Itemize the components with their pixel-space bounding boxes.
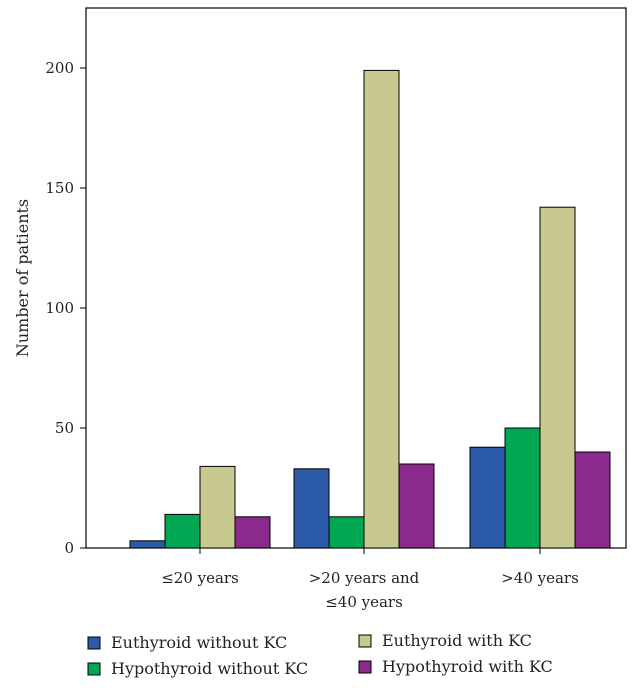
legend-label: Euthyroid without KC: [111, 633, 287, 652]
legend-swatch: [358, 660, 372, 674]
y-tick-label: 0: [64, 539, 74, 557]
legend-label: Euthyroid with KC: [382, 631, 532, 650]
y-tick-label: 50: [55, 419, 74, 437]
bars: [129, 69, 611, 549]
bar: [363, 69, 400, 549]
bar: [328, 516, 365, 549]
bar: [539, 206, 576, 549]
y-tick-label: 200: [45, 59, 74, 77]
legend-swatch: [87, 636, 101, 650]
bar: [234, 516, 271, 549]
bar: [199, 465, 236, 549]
y-axis: 0 50 100 150 200: [45, 59, 86, 557]
y-tick-label: 150: [45, 179, 74, 197]
legend-label: Hypothyroid without KC: [111, 659, 308, 678]
legend-label: Hypothyroid with KC: [382, 657, 553, 676]
y-tick-label: 100: [45, 299, 74, 317]
bar: [129, 540, 166, 549]
x-category-label: ≤40 years: [325, 593, 403, 611]
legend-swatch: [358, 634, 372, 648]
bar: [164, 513, 201, 549]
bar: [469, 446, 506, 549]
x-category-label: ≤20 years: [161, 569, 239, 587]
x-category-label: >20 years and: [309, 569, 420, 587]
x-category-label: >40 years: [501, 569, 579, 587]
legend-swatch: [87, 662, 101, 676]
bar: [293, 468, 330, 549]
y-axis-title: Number of patients: [13, 199, 32, 357]
bar: [574, 451, 611, 549]
bar: [504, 427, 541, 549]
x-axis: ≤20 years >20 years and ≤40 years >40 years: [161, 548, 579, 611]
bar: [398, 463, 435, 549]
legend: Euthyroid without KC Hypothyroid without …: [87, 631, 553, 678]
